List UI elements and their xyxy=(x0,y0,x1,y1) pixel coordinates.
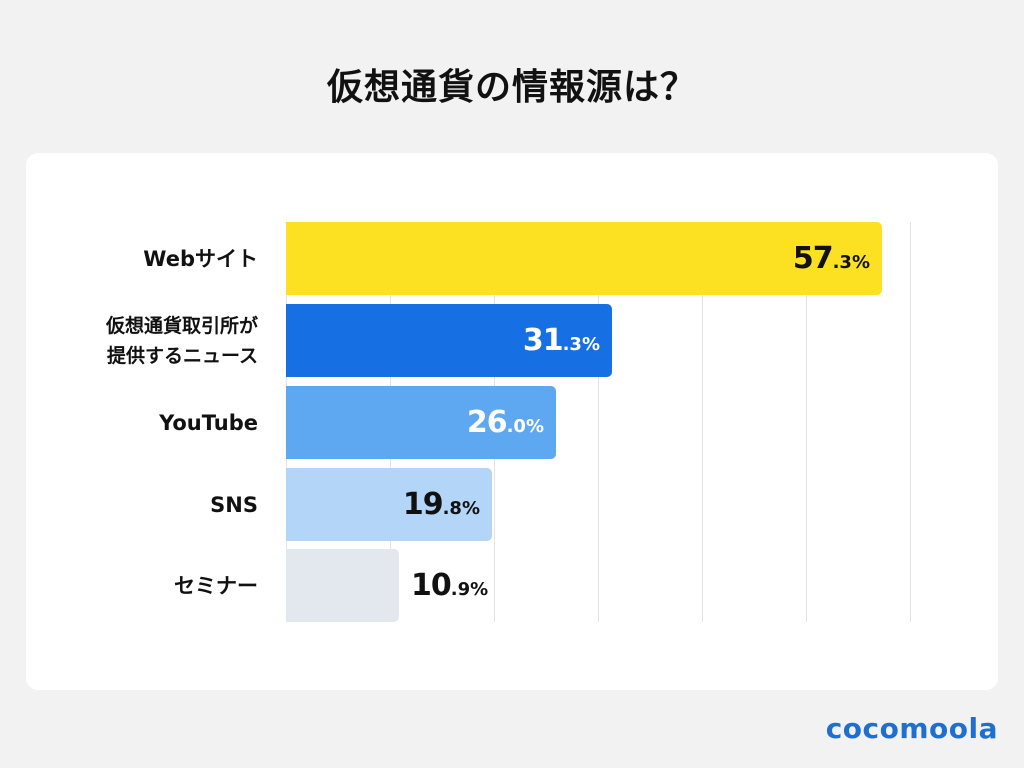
category-label-line: YouTube xyxy=(159,410,258,435)
value-integer: 57 xyxy=(792,241,834,276)
value-integer: 10 xyxy=(411,568,452,603)
chart-title: 仮想通貨の情報源は？ xyxy=(326,67,697,108)
value-label: 31.3% xyxy=(523,304,600,377)
value-label: 26.0% xyxy=(467,386,544,459)
category-label: Webサイト xyxy=(38,222,258,295)
gridline xyxy=(910,222,911,622)
value-label: 57.3% xyxy=(793,222,870,295)
cocomoola-logo: cocomoola xyxy=(825,712,998,745)
bar xyxy=(286,222,882,295)
category-label: YouTube xyxy=(38,386,258,459)
bar-row: 10.9% xyxy=(286,549,910,622)
value-decimal: .9% xyxy=(450,579,489,600)
gridline xyxy=(598,222,599,622)
value-label: 19.8% xyxy=(403,468,480,541)
value-integer: 31 xyxy=(522,323,564,358)
bar xyxy=(286,304,612,377)
value-integer: 26 xyxy=(466,405,508,440)
bar-row: 19.8% xyxy=(286,468,910,541)
bar xyxy=(286,549,399,622)
category-label-line: 仮想通貨取引所が xyxy=(105,314,258,337)
category-label-line: SNS xyxy=(210,492,258,517)
category-label: SNS xyxy=(38,468,258,541)
bar-row: 57.3% xyxy=(286,222,910,295)
value-decimal: .3% xyxy=(832,252,870,273)
gridline xyxy=(806,222,807,622)
plot-area: 57.3% 31.3% 26.0% 19.8% 10.9% xyxy=(286,222,911,622)
bar-row: 26.0% xyxy=(286,386,910,459)
bar xyxy=(286,386,556,459)
gridline xyxy=(702,222,703,622)
value-label: 10.9% xyxy=(411,549,488,622)
category-label-line: セミナー xyxy=(174,573,258,598)
value-decimal: .3% xyxy=(562,334,600,355)
bar-row: 31.3% xyxy=(286,304,910,377)
category-label-line: Webサイト xyxy=(143,246,258,271)
category-label: 仮想通貨取引所が 提供するニュース xyxy=(38,304,258,377)
value-integer: 19 xyxy=(402,487,444,522)
value-decimal: .8% xyxy=(442,498,480,519)
category-label-line: 提供するニュース xyxy=(106,344,258,367)
category-label: セミナー xyxy=(38,549,258,622)
bar xyxy=(286,468,492,541)
value-decimal: .0% xyxy=(506,416,544,437)
